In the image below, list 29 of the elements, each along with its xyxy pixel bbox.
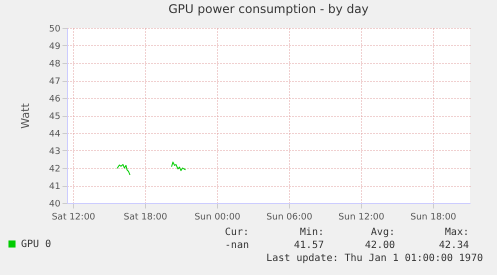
text: 42.00 (364, 240, 395, 251)
y-tick-label: 46 (49, 94, 61, 104)
x-tick-label: Sun 00:00 (194, 212, 241, 222)
y-tick-label: 43 (49, 147, 60, 157)
text: Min: (300, 227, 324, 238)
x-tick-label: Sun 06:00 (266, 212, 313, 222)
y-axis-title: Watt (19, 102, 32, 129)
x-tick-label: Sun 12:00 (338, 212, 385, 222)
chart-title: GPU power consumption - by day (168, 2, 369, 16)
text: Last update: Thu Jan 1 01:00:00 1970 (266, 253, 483, 264)
x-tick-label: Sat 18:00 (124, 212, 168, 222)
text: 42.34 (438, 240, 469, 251)
text: -nan (224, 240, 249, 251)
y-tick-label: 42 (49, 164, 60, 174)
x-tick-label: Sun 18:00 (410, 212, 457, 222)
y-tick-label: 48 (49, 60, 61, 70)
y-tick-label: 44 (49, 130, 61, 140)
y-tick-label: 49 (49, 42, 61, 52)
y-tick-label: 41 (49, 182, 60, 192)
text: Avg: (370, 227, 395, 238)
x-tick-label: Sat 12:00 (52, 212, 96, 222)
text: 41.57 (294, 240, 324, 251)
legend-label: GPU 0 (21, 239, 52, 250)
y-tick-label: 47 (49, 77, 60, 87)
y-tick-label: 40 (49, 200, 61, 210)
y-tick-label: 50 (49, 24, 61, 34)
text: Max: (444, 227, 469, 238)
y-tick-label: 45 (49, 112, 60, 122)
text: Cur: (224, 227, 249, 238)
